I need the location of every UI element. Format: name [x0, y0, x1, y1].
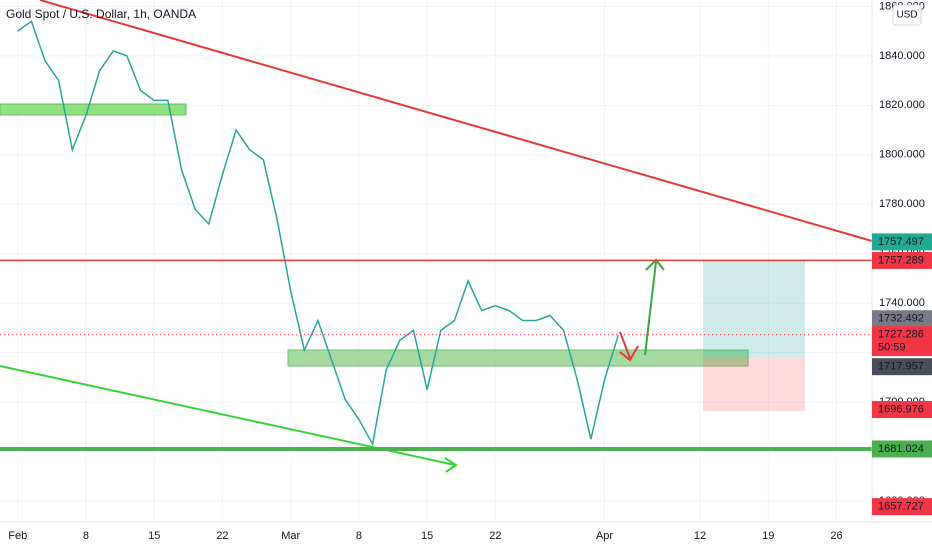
price-badge-label: 1717.957: [878, 361, 924, 373]
target-zone: [703, 261, 805, 358]
price-badge: [872, 358, 932, 376]
arrow-head: [444, 457, 458, 473]
price-badge-label: 1657.727: [878, 501, 924, 513]
price-badge: [872, 251, 932, 269]
support-zone: [0, 103, 187, 116]
price-line: [17, 20, 619, 447]
arrow-head: [619, 345, 639, 362]
price-axis: [872, 0, 932, 550]
price-badge: [872, 326, 932, 357]
trend-line: [39, 0, 873, 242]
plot: [0, 20, 872, 451]
price-badge-label: 1727.286: [878, 329, 924, 341]
price-badge-label: 1696.976: [878, 403, 924, 415]
arrow: [619, 331, 631, 359]
x-tick-label: 15: [148, 530, 160, 542]
x-tick-label: 12: [694, 530, 706, 542]
x-tick-label: 22: [489, 530, 501, 542]
price-badge-label: 1757.497: [878, 236, 924, 248]
axes: 1660.0001680.0001700.0001720.0001740.000…: [8, 0, 932, 542]
x-tick-label: 15: [421, 530, 433, 542]
y-tick-label: 1800.000: [879, 149, 925, 161]
support-zone: [287, 349, 749, 367]
x-tick-label: 22: [216, 530, 228, 542]
price-badge: [872, 440, 932, 458]
time-axis: [0, 522, 872, 550]
x-tick-label: Feb: [8, 530, 27, 542]
price-badge: [872, 233, 932, 251]
x-tick-label: 26: [830, 530, 842, 542]
countdown: 50:59: [878, 342, 906, 354]
price-badge: [872, 310, 932, 328]
y-tick-label: 1780.000: [879, 198, 925, 210]
x-tick-label: Mar: [281, 530, 300, 542]
arrow: [644, 261, 657, 356]
price-badge: [872, 498, 932, 516]
price-badge-label: 1732.492: [878, 313, 924, 325]
price-badge-label: 1681.024: [878, 443, 924, 455]
chart-title: Gold Spot / U.S. Dollar, 1h, OANDA: [6, 7, 196, 21]
y-tick-label: 1840.000: [879, 50, 925, 62]
x-tick-label: 8: [83, 530, 89, 542]
price-badge: [872, 401, 932, 419]
x-tick-label: Apr: [596, 530, 613, 542]
y-tick-label: 1740.000: [879, 297, 925, 309]
price-badge-label: 1757.289: [878, 254, 924, 266]
x-tick-label: 19: [762, 530, 774, 542]
y-tick-label: 1820.000: [879, 99, 925, 111]
currency-button[interactable]: [892, 4, 922, 26]
currency[interactable]: USD: [896, 10, 917, 21]
stop-zone: [703, 358, 805, 411]
x-tick-label: 8: [356, 530, 362, 542]
